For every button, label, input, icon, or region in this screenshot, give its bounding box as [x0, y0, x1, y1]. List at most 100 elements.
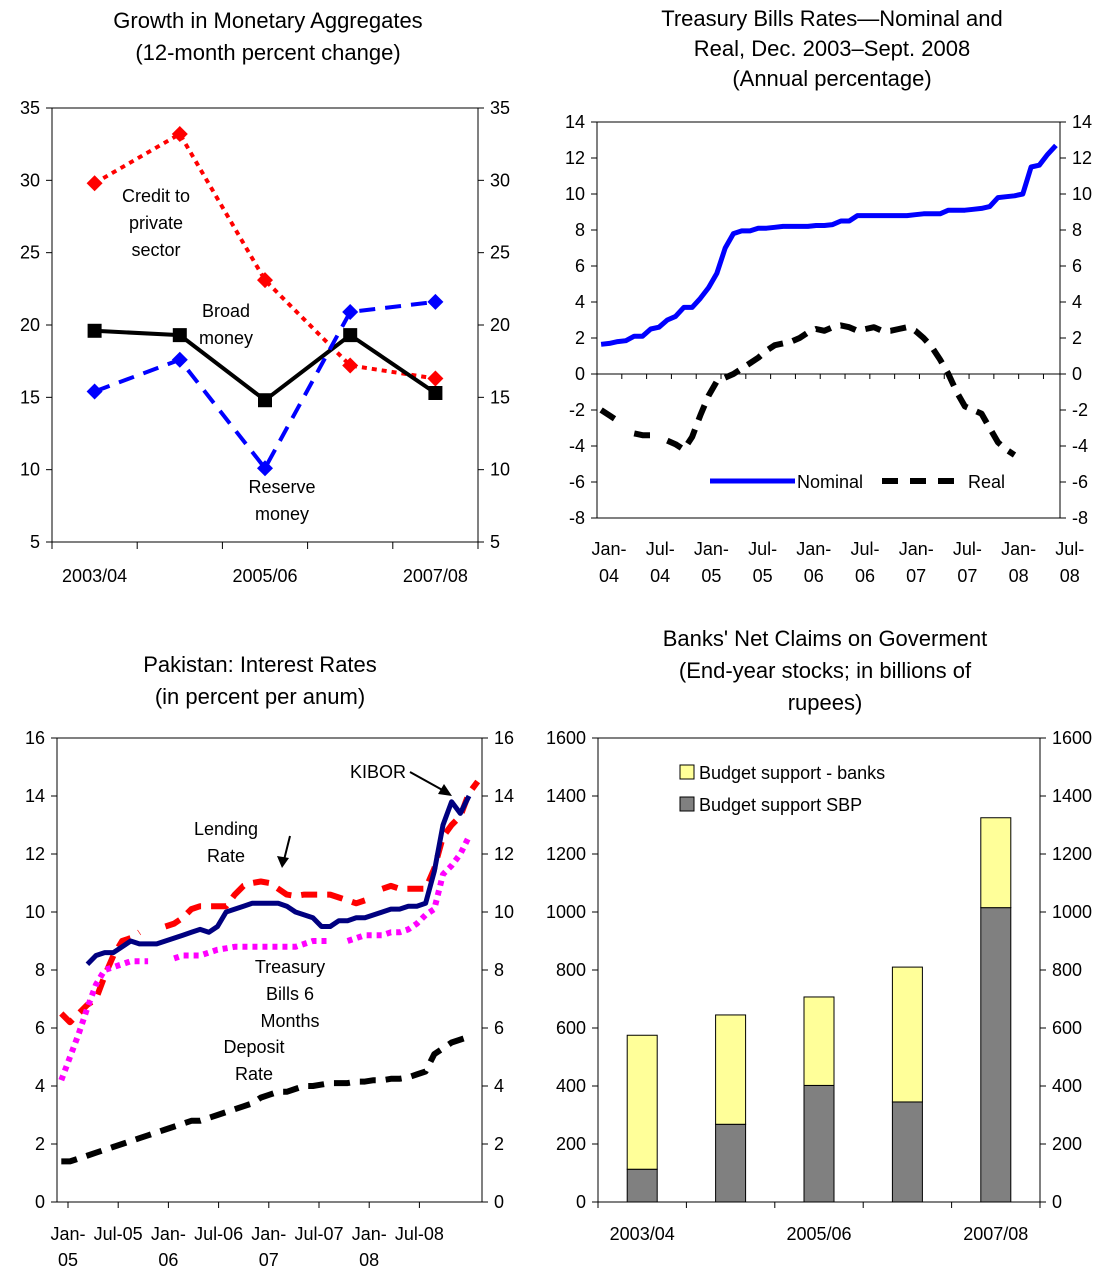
legend-label: Nominal [797, 472, 863, 492]
series-annotation: Bills 6 [266, 984, 314, 1004]
y2-tick-label: 8 [1072, 220, 1082, 240]
x-tick-label: 06 [158, 1250, 178, 1270]
x-tick-label: 05 [701, 566, 721, 586]
chart-title-line: Growth in Monetary Aggregates [113, 8, 422, 33]
y2-tick-label: 600 [1052, 1018, 1082, 1038]
x-tick-label: 05 [753, 566, 773, 586]
x-tick-label: 08 [1009, 566, 1029, 586]
series-line [346, 835, 472, 944]
y-tick-label: 1000 [546, 902, 586, 922]
series-annotation: Rate [207, 846, 245, 866]
x-tick-label: 06 [855, 566, 875, 586]
x-tick-label: Jul- [1055, 539, 1084, 559]
x-tick-label: Jan- [50, 1224, 85, 1244]
series-annotation: money [255, 504, 309, 524]
series-annotation: Lending [194, 819, 258, 839]
treasury-bills-svg: Treasury Bills Rates—Nominal and Real, De… [565, 6, 1092, 586]
series-line [381, 779, 481, 892]
x-tick-label: Jul-07 [294, 1224, 343, 1244]
legend-label: Budget support - banks [699, 763, 885, 783]
series-line [666, 322, 1017, 458]
bar-segment [715, 1014, 747, 1125]
kibor-arrow [409, 771, 447, 793]
interest-rates-svg: Pakistan: Interest Rates (in percent per … [25, 652, 514, 1270]
series-annotation: Broad [202, 301, 250, 321]
y-tick-label: 15 [20, 387, 40, 407]
chart-title-line: Real, Dec. 2003–Sept. 2008 [694, 36, 970, 61]
y2-tick-label: -2 [1072, 400, 1088, 420]
y2-tick-label: 6 [494, 1018, 504, 1038]
series-line [85, 794, 472, 966]
y-tick-label: 10 [25, 902, 45, 922]
y-tick-label: 14 [565, 112, 585, 132]
y2-tick-label: 1400 [1052, 786, 1092, 806]
series-annotation: Deposit [223, 1037, 284, 1057]
y-tick-label: 2 [575, 328, 585, 348]
y-tick-label: 6 [35, 1018, 45, 1038]
x-tick-label: 2003/04 [610, 1224, 675, 1244]
y-tick-label: 4 [35, 1076, 45, 1096]
interest-rates-chart: Pakistan: Interest Rates (in percent per … [0, 610, 550, 1270]
x-tick-label: 07 [906, 566, 926, 586]
y-tick-label: 16 [25, 728, 45, 748]
y-tick-label: 0 [35, 1192, 45, 1212]
data-point [427, 370, 444, 387]
x-tick-label: Jul- [953, 539, 982, 559]
y2-tick-label: 35 [490, 98, 510, 118]
data-point [342, 303, 359, 320]
y-tick-label: 25 [20, 243, 40, 263]
y2-tick-label: -8 [1072, 508, 1088, 528]
y2-tick-label: 200 [1052, 1134, 1082, 1154]
series-line [633, 430, 651, 439]
series-line [58, 958, 149, 1082]
x-tick-label: Jul- [646, 539, 675, 559]
y2-tick-label: 0 [1072, 364, 1082, 384]
data-point [87, 323, 102, 338]
y-tick-label: 1600 [546, 728, 586, 748]
chart-title-line: rupees) [788, 690, 863, 715]
series-annotation: sector [131, 240, 180, 260]
data-point [86, 175, 103, 192]
series-annotation: Treasury [255, 957, 325, 977]
y2-tick-label: 8 [494, 960, 504, 980]
y2-tick-label: 10 [490, 460, 510, 480]
series-line [164, 878, 366, 930]
x-tick-label: 2005/06 [786, 1224, 851, 1244]
series-annotation: Months [260, 1011, 319, 1031]
x-tick-label: Jul-05 [94, 1224, 143, 1244]
x-tick-label: Jan- [694, 539, 729, 559]
x-tick-label: Jan- [591, 539, 626, 559]
series-annotation: money [199, 328, 253, 348]
series-line [93, 299, 436, 471]
lending-arrowhead [277, 856, 289, 868]
x-tick-label: 07 [259, 1250, 279, 1270]
y-tick-label: 200 [556, 1134, 586, 1154]
bar-segment [803, 996, 835, 1086]
bar-segment [891, 1101, 923, 1203]
treasury-bills-chart: Treasury Bills Rates—Nominal and Real, De… [550, 0, 1107, 600]
y2-tick-label: 5 [490, 532, 500, 552]
y2-tick-label: 25 [490, 243, 510, 263]
data-point [171, 126, 188, 143]
y2-tick-label: 20 [490, 315, 510, 335]
x-tick-label: Jan- [796, 539, 831, 559]
y-tick-label: 5 [30, 532, 40, 552]
series-line [173, 938, 331, 962]
data-point [342, 357, 359, 374]
y2-tick-label: 10 [1072, 184, 1092, 204]
x-tick-label: Jan- [151, 1224, 186, 1244]
x-tick-label: 06 [804, 566, 824, 586]
y-tick-label: -4 [569, 436, 585, 456]
chart-title-line: (Annual percentage) [732, 66, 931, 91]
y-tick-label: 2 [35, 1134, 45, 1154]
x-tick-label: 2003/04 [62, 566, 127, 586]
y-tick-label: 1400 [546, 786, 586, 806]
x-tick-label: Jul- [748, 539, 777, 559]
y2-tick-label: -6 [1072, 472, 1088, 492]
y-tick-label: 10 [565, 184, 585, 204]
y2-tick-label: 14 [1072, 112, 1092, 132]
y2-tick-label: 4 [494, 1076, 504, 1096]
y2-tick-label: 2 [494, 1134, 504, 1154]
data-point [343, 328, 358, 343]
x-tick-label: Jan- [352, 1224, 387, 1244]
